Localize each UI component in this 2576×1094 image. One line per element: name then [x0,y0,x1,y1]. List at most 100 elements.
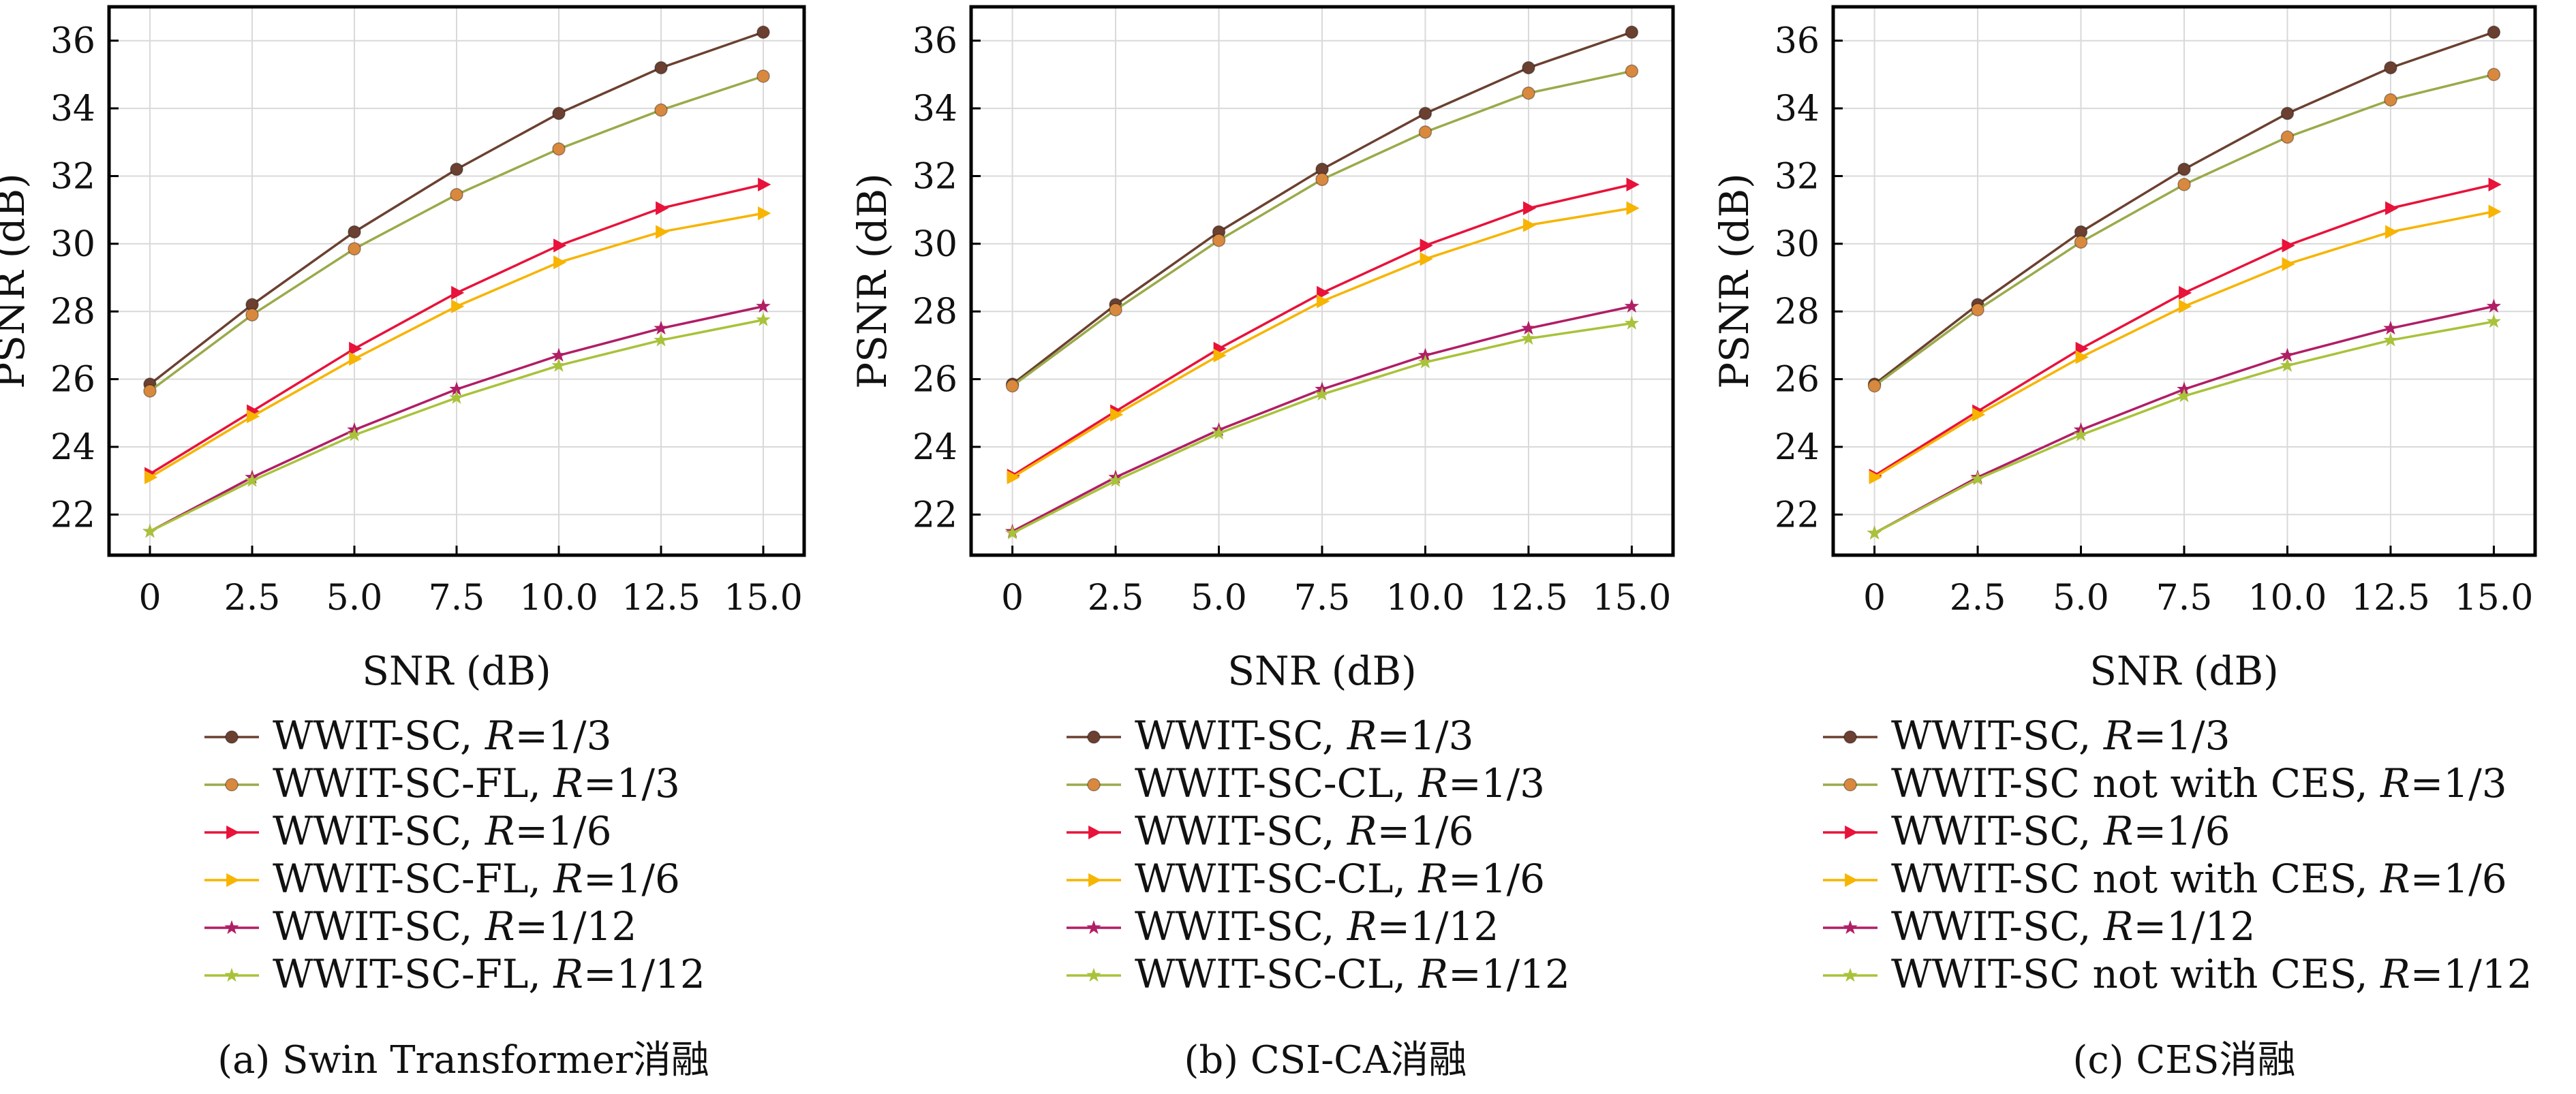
x-tick-label: 0 [1001,578,1024,619]
data-point-s6 [2486,313,2502,328]
legend-label-rate: 1/6 [1482,856,1545,902]
data-point-s6 [1315,386,1330,401]
data-point-s6 [654,332,669,347]
panel-caption: (a) Swin Transformer消融 [217,1038,709,1082]
y-tick-label: 32 [913,156,957,197]
data-point-s6 [2383,332,2398,347]
x-tick-label: 12.5 [2351,578,2430,619]
y-tick-label: 36 [913,21,957,62]
data-point-s2 [2487,67,2501,82]
legend-label-eq: = [2134,903,2167,950]
x-axis: 0 2.5 5.0 7.5 10.0 12.5 15.0 [1001,546,1671,619]
data-point-s4 [451,299,465,313]
legend-label: WWIT-SC-FL, R=1/6 [273,856,680,902]
x-tick-label: 10.0 [2248,578,2327,619]
legend-label-main: WWIT-SC-FL, [273,760,553,807]
data-point-s3 [1523,201,1537,215]
data-point-s2 [1418,125,1432,139]
legend-label-r: R [2380,951,2410,997]
legend-label: WWIT-SC, R=1/6 [273,808,612,854]
legend-label-main: WWIT-SC-FL, [273,951,553,997]
y-axis-label: PSNR (dB) [0,173,33,389]
data-point-s5 [1624,298,1640,313]
chart-panel-2: 0 2.5 5.0 7.5 10.0 12.5 15.0 22 24 26 28 30 32 34 36 SN… [849,5,1675,1082]
legend-label-rate: 1/3 [1482,760,1545,807]
x-tick-label: 15.0 [724,578,803,619]
data-point-s6 [1417,354,1433,369]
x-tick-label: 7.5 [429,578,485,619]
legend-label: WWIT-SC-CL, R=1/3 [1135,760,1545,807]
x-tick-label: 5.0 [326,578,383,619]
legend-label-main: WWIT-SC, [1891,808,2104,854]
x-tick-label: 12.5 [622,578,701,619]
data-point-s6 [2280,358,2295,372]
data-point-s1 [2280,106,2295,121]
series-group [142,25,771,538]
y-tick-label: 34 [1775,89,1820,129]
data-point-s1 [2384,61,2397,75]
x-tick-label: 5.0 [2053,578,2109,619]
y-tick-label: 30 [913,224,957,265]
legend-label-r: R [485,713,515,759]
legend-label-rate: 1/12 [617,951,705,997]
data-point-s5 [449,381,464,396]
data-point-s2 [1625,64,1639,78]
data-point-s5 [2280,347,2295,362]
x-tick-label: 0 [1863,578,1886,619]
legend-marker [226,825,240,840]
legend-label: WWIT-SC not with CES, R=1/3 [1891,760,2507,807]
data-point-s6 [2177,388,2192,403]
data-point-s2 [552,142,566,156]
x-tick-label: 12.5 [1489,578,1568,619]
x-axis: 0 2.5 5.0 7.5 10.0 12.5 15.0 [1863,546,2533,619]
y-tick-label: 22 [50,495,95,535]
y-tick-label: 22 [913,495,957,535]
y-tick-label: 24 [1775,427,1820,468]
x-tick-label: 7.5 [1294,578,1351,619]
legend-label-rate: 1/6 [1410,808,1473,854]
data-point-s4 [349,351,363,366]
legend-label-eq: = [2134,713,2167,759]
legend-label-main: WWIT-SC, [1891,903,2104,950]
data-point-s4 [758,206,771,221]
data-point-s6 [1521,330,1536,345]
x-tick-label: 2.5 [224,578,281,619]
data-point-s2 [654,103,668,117]
panel-caption: (b) CSI-CA消融 [1184,1038,1467,1082]
x-tick-label: 7.5 [2156,578,2213,619]
data-point-s6 [347,427,362,441]
legend-label-rate: 1/12 [2166,903,2255,950]
legend-label-r: R [1347,808,1377,854]
x-axis: 0 2.5 5.0 7.5 10.0 12.5 15.0 [138,546,803,619]
data-point-s2 [143,384,157,398]
legend-label-rate: 1/6 [2166,808,2230,854]
legend-marker [1843,730,1857,744]
data-point-s4 [1626,201,1640,215]
data-point-s4 [1972,407,1986,422]
data-point-s3 [553,238,567,253]
data-point-s5 [551,347,566,362]
gridlines [971,7,1673,555]
panel-caption: (c) CES消融 [2073,1038,2296,1082]
data-point-s3 [2282,238,2295,253]
legend-marker [1087,730,1101,744]
data-point-s4 [1523,218,1537,232]
legend-label-main: WWIT-SC, [273,713,485,759]
data-point-s5 [654,320,669,335]
legend-label-eq: = [2410,856,2444,902]
data-point-s4 [2488,204,2502,219]
legend-label-rate: 1/3 [617,760,680,807]
data-point-s3 [1626,177,1640,192]
legend-label: WWIT-SC-CL, R=1/6 [1135,856,1545,902]
y-axis-label: PSNR (dB) [1711,173,1758,389]
legend-label-r: R [2103,713,2134,759]
legend-label-main: WWIT-SC-CL, [1135,951,1418,997]
legend-label-r: R [2103,903,2134,950]
y-tick-label: 26 [1775,360,1820,401]
chart-panel-1: 0 2.5 5.0 7.5 10.0 12.5 15.0 22 24 26 28 30 32 34 36 SN… [0,5,806,1082]
x-tick-label: 2.5 [1950,578,2006,619]
y-tick-label: 28 [50,292,95,332]
legend-marker [1843,778,1857,792]
data-point-s1 [654,61,668,75]
